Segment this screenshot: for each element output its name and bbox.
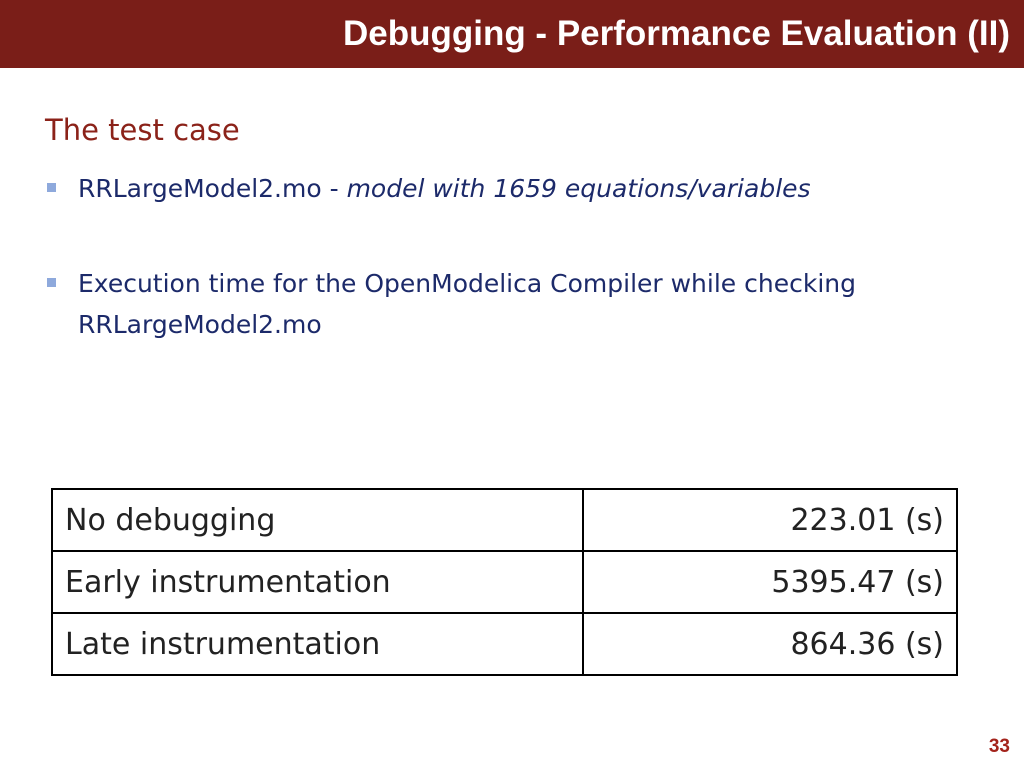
table-row: Early instrumentation 5395.47 (s)	[51, 550, 958, 614]
table-body: No debugging 223.01 (s) Early instrumentat…	[51, 488, 958, 676]
bullet: Execution time for the OpenModelica Comp…	[45, 263, 985, 345]
row-label: No debugging	[51, 488, 584, 552]
page-number: 33	[988, 736, 1010, 757]
table-row: Late instrumentation 864.36 (s)	[51, 612, 958, 676]
row-time: 5395.47 (s)	[582, 550, 958, 614]
bullet-list: RRLargeModel2.mo - model with 1659 equat…	[45, 168, 985, 399]
results-table: No debugging 223.01 (s) Early instrumentat…	[51, 488, 958, 676]
section-heading: The test case	[45, 113, 240, 147]
bullet-text: RRLargeModel2.mo -	[78, 174, 347, 203]
header-bar: Debugging - Performance Evaluation (II)	[0, 0, 1024, 68]
row-time: 223.01 (s)	[582, 488, 958, 552]
slide-title: Debugging - Performance Evaluation (II)	[342, 14, 1010, 53]
table-row: No debugging 223.01 (s)	[51, 488, 958, 552]
bullet-text: Execution time for the OpenModelica Comp…	[78, 269, 856, 339]
row-label: Late instrumentation	[51, 612, 584, 676]
row-time: 864.36 (s)	[582, 612, 958, 676]
bullet-emphasis: model with 1659 equations/variables	[346, 174, 811, 203]
row-label: Early instrumentation	[51, 550, 584, 614]
bullet: RRLargeModel2.mo - model with 1659 equat…	[45, 168, 985, 209]
